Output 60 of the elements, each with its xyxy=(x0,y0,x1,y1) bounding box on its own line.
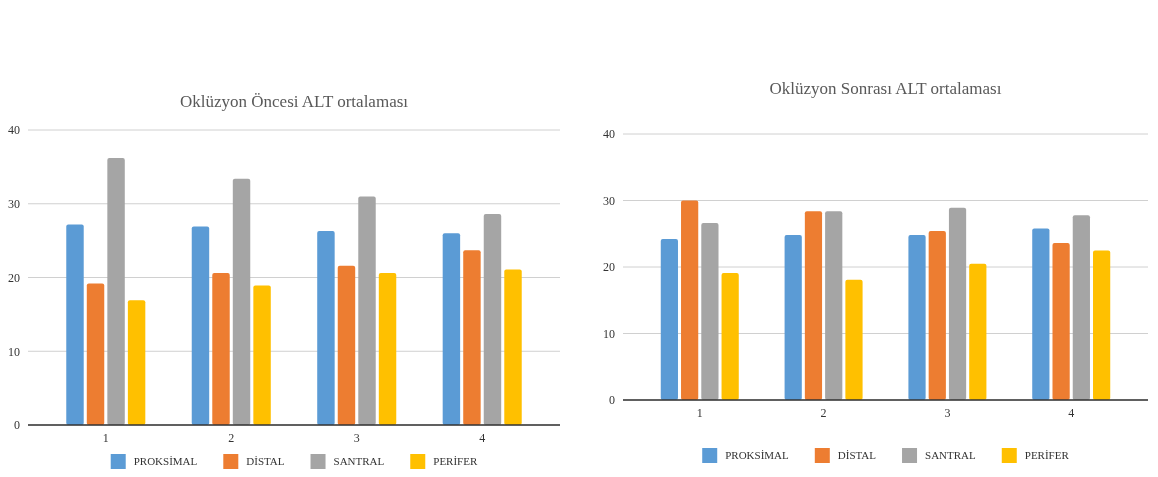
bar xyxy=(1093,250,1111,400)
bar xyxy=(804,211,823,400)
bar xyxy=(845,279,863,400)
bar xyxy=(107,158,125,425)
bar xyxy=(358,196,376,425)
legend-label: DİSTAL xyxy=(837,449,877,461)
y-tick-label: 30 xyxy=(8,197,20,212)
bar xyxy=(825,211,843,400)
x-tick-label: 4 xyxy=(1068,405,1075,420)
y-tick-label: 10 xyxy=(8,344,20,359)
x-tick-label: 2 xyxy=(228,430,235,445)
bar xyxy=(212,273,230,425)
x-tick-label: 1 xyxy=(102,430,109,445)
x-tick-label: 1 xyxy=(696,405,703,420)
legend-label: PROKSİMAL xyxy=(725,449,790,461)
bar xyxy=(948,207,967,400)
bar xyxy=(1052,243,1070,400)
y-tick-label: 40 xyxy=(8,123,20,138)
legend-label: PERİFER xyxy=(1024,449,1070,461)
legend-label: PROKSİMAL xyxy=(133,455,198,467)
y-tick-label: 40 xyxy=(603,127,615,142)
legend-label: DİSTAL xyxy=(246,455,285,467)
bar xyxy=(1072,215,1090,400)
bar xyxy=(660,239,678,400)
y-tick-label: 0 xyxy=(609,393,615,408)
legend-label: SANTRAL xyxy=(925,449,977,461)
bar xyxy=(66,224,84,425)
x-tick-label: 2 xyxy=(820,405,827,420)
bar xyxy=(463,250,481,425)
x-tick-label: 4 xyxy=(479,430,486,445)
legend-label: PERİFER xyxy=(433,455,478,467)
bar xyxy=(928,231,946,400)
bar xyxy=(191,226,210,425)
bar xyxy=(969,263,987,400)
chart-title: Oklüzyon Öncesi ALT ortalaması xyxy=(179,92,409,111)
bar xyxy=(701,223,719,400)
bar xyxy=(1032,228,1050,400)
bar xyxy=(378,273,397,425)
x-tick-label: 3 xyxy=(353,430,360,445)
bar xyxy=(504,269,522,425)
bar xyxy=(721,272,739,400)
bar xyxy=(483,214,502,425)
y-tick-label: 10 xyxy=(603,326,615,341)
y-tick-label: 30 xyxy=(603,193,615,208)
bar xyxy=(442,233,461,425)
bar xyxy=(127,300,146,425)
bar xyxy=(86,283,105,425)
y-tick-label: 0 xyxy=(14,418,20,433)
bar xyxy=(232,178,251,425)
chart-title: Oklüzyon Sonrası ALT ortalaması xyxy=(769,79,1002,98)
bar xyxy=(337,265,356,425)
y-tick-label: 20 xyxy=(603,260,615,275)
bar xyxy=(317,231,335,425)
legend-label: SANTRAL xyxy=(333,455,385,467)
bar xyxy=(908,235,926,400)
bar xyxy=(784,235,802,400)
y-tick-label: 20 xyxy=(8,270,20,285)
bar xyxy=(681,200,699,400)
bar xyxy=(253,285,271,425)
x-tick-label: 3 xyxy=(944,405,951,420)
